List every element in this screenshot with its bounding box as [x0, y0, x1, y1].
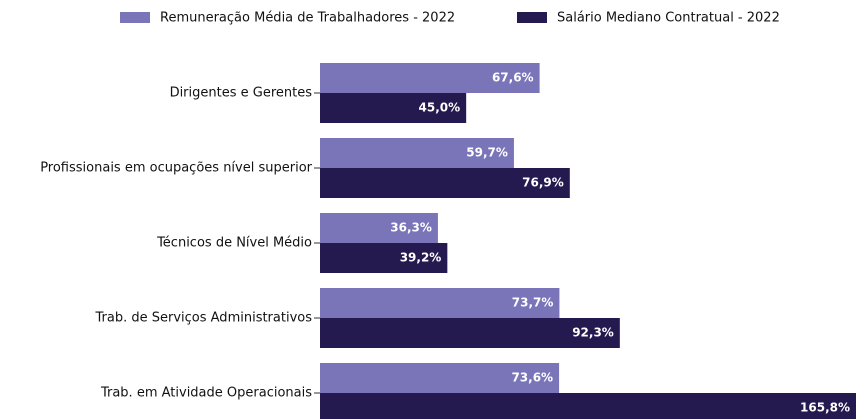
- bar: [320, 393, 856, 419]
- value-label: 76,9%: [522, 176, 564, 190]
- y-tick-label: Profissionais em ocupações nível superio…: [40, 161, 312, 176]
- y-tick-label: Técnicos de Nível Médio: [156, 236, 312, 251]
- bar: [320, 288, 560, 318]
- bar: [320, 318, 620, 348]
- value-label: 36,3%: [390, 221, 432, 235]
- bar: [320, 363, 560, 393]
- value-label: 59,7%: [466, 146, 508, 160]
- bar: [320, 138, 514, 168]
- value-label: 73,7%: [512, 296, 554, 310]
- value-label: 39,2%: [400, 251, 442, 265]
- y-tick-label: Dirigentes e Gerentes: [170, 86, 313, 101]
- y-tick-label: Trab. de Serviços Administrativos: [95, 311, 313, 326]
- legend-label: Remuneração Média de Trabalhadores - 202…: [160, 11, 455, 26]
- bar: [320, 93, 467, 123]
- bar: [320, 243, 448, 273]
- legend-swatch: [517, 12, 547, 23]
- bar: [320, 63, 540, 93]
- value-label: 73,6%: [511, 371, 553, 385]
- bar: [320, 213, 438, 243]
- bar: [320, 168, 570, 198]
- value-label: 45,0%: [419, 101, 461, 115]
- value-label: 92,3%: [572, 326, 614, 340]
- legend-swatch: [120, 12, 150, 23]
- value-label: 67,6%: [492, 71, 534, 85]
- value-label: 165,8%: [800, 401, 850, 415]
- legend-label: Salário Mediano Contratual - 2022: [557, 11, 780, 26]
- y-tick-label: Trab. em Atividade Operacionais: [100, 386, 312, 401]
